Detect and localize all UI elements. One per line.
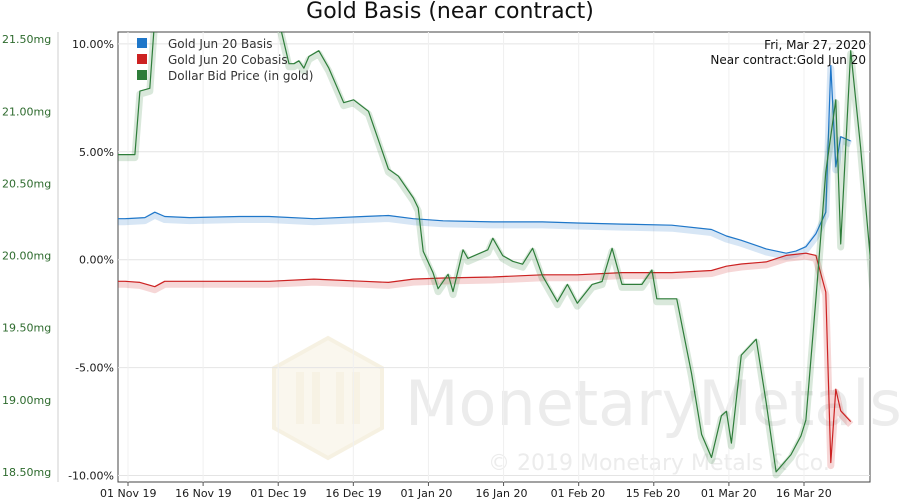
left-tick-label: 19.50mg — [2, 322, 51, 335]
left-tick-label: 19.00mg — [2, 394, 51, 407]
x-axis-ticks: 01 Nov 19 16 Nov 19 01 Dec 19 16 Dec 19 01 J… — [100, 482, 832, 500]
legend-swatch-dollar-bid — [137, 70, 147, 80]
left-tick-label: 21.50mg — [2, 33, 51, 46]
legend: Gold Jun 20 Basis Gold Jun 20 Cobasis Do… — [137, 37, 313, 83]
legend-item-dollar-bid: Dollar Bid Price (in gold) — [137, 69, 313, 83]
grid-lines — [118, 32, 870, 482]
x-tick-label: 16 Nov 19 — [175, 487, 231, 500]
legend-item-cobasis: Gold Jun 20 Cobasis — [137, 53, 288, 67]
legend-label-cobasis: Gold Jun 20 Cobasis — [168, 53, 288, 67]
x-tick-label: 01 Mar 20 — [701, 487, 757, 500]
x-tick-label: 01 Feb 20 — [551, 487, 605, 500]
x-tick-label: 15 Feb 20 — [626, 487, 680, 500]
left-axis-ticks: 21.50mg 21.00mg 20.50mg 20.00mg 19.50mg 19.00… — [2, 33, 51, 479]
right-tick-label: 10.00% — [72, 38, 114, 51]
series-shadow-dollar-bid — [118, 32, 870, 479]
x-tick-label: 16 Dec 19 — [325, 487, 381, 500]
info-date: Fri, Mar 27, 2020 — [764, 38, 866, 52]
x-tick-label: 01 Jan 20 — [400, 487, 452, 500]
x-tick-label: 01 Dec 19 — [250, 487, 306, 500]
left-tick-label: 20.50mg — [2, 177, 51, 190]
right-tick-label: 5.00% — [79, 146, 114, 159]
right-tick-label: 0.00% — [79, 254, 114, 267]
watermark-name: MonetaryMetals — [405, 367, 900, 440]
watermark-copyright: © 2019 Monetary Metals & Co. — [488, 451, 830, 476]
x-tick-label: 01 Nov 19 — [100, 487, 156, 500]
legend-label-dollar-bid: Dollar Bid Price (in gold) — [168, 69, 313, 83]
x-tick-label: 16 Mar 20 — [776, 487, 832, 500]
right-tick-label: -5.00% — [75, 362, 114, 375]
right-tick-label: -10.00% — [68, 470, 114, 483]
legend-item-basis: Gold Jun 20 Basis — [137, 37, 272, 51]
x-tick-label: 16 Jan 20 — [476, 487, 528, 500]
series-line-basis — [118, 64, 851, 254]
series-layer — [118, 32, 870, 479]
info-box: Fri, Mar 27, 2020 Near contract:Gold Jun… — [710, 38, 866, 67]
series-line-cobasis — [118, 252, 852, 464]
legend-swatch-basis — [137, 38, 147, 48]
chart-title: Gold Basis (near contract) — [306, 0, 594, 24]
left-tick-label: 21.00mg — [2, 105, 51, 118]
series-line-dollar-bid — [118, 32, 870, 473]
watermark-logo — [272, 335, 384, 461]
left-tick-label: 20.00mg — [2, 250, 51, 263]
left-tick-label: 18.50mg — [2, 466, 51, 479]
series-shadow-basis — [118, 65, 853, 260]
legend-label-basis: Gold Jun 20 Basis — [168, 37, 272, 51]
series-shadow-cobasis — [118, 252, 854, 470]
right-axis-ticks: 10.00% 5.00% 0.00% -5.00% -10.00% — [68, 38, 114, 483]
info-contract: Near contract:Gold Jun 20 — [710, 53, 866, 67]
legend-swatch-cobasis — [137, 54, 147, 64]
